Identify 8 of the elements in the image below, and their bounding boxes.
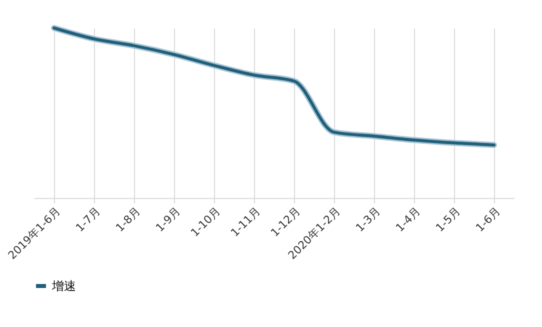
x-tick-label: 1-3月 — [353, 204, 383, 234]
x-tick-label: 1-9月 — [153, 204, 183, 234]
x-tick-label: 1-8月 — [113, 204, 143, 234]
x-tick-label: 1-6月 — [473, 204, 503, 234]
x-tick-label: 1-4月 — [393, 204, 423, 234]
x-tick-label: 1-7月 — [73, 204, 103, 234]
x-tick-label: 1-5月 — [433, 204, 463, 234]
legend-label: 增速 — [51, 279, 76, 293]
